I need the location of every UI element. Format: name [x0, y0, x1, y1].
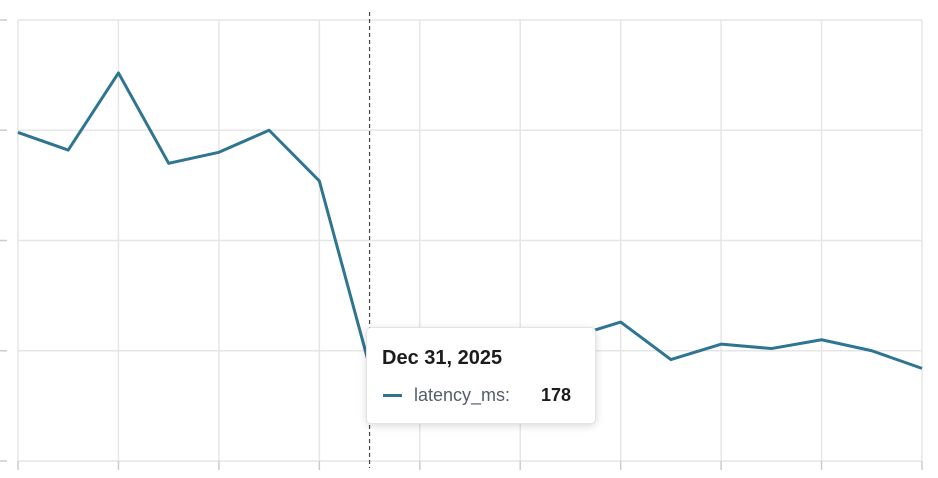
tooltip-date: Dec 31, 2025 — [382, 347, 503, 369]
tooltip-swatch — [383, 394, 402, 397]
tooltip: Dec 31, 2025 latency_ms: 178 — [366, 327, 596, 424]
line-series — [17, 71, 923, 370]
tooltip-value: 178 — [541, 385, 572, 405]
tooltip-label: latency_ms: — [414, 385, 511, 405]
